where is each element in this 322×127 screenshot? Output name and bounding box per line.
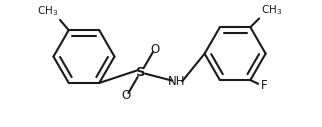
Text: O: O bbox=[121, 89, 131, 102]
Text: CH$_3$: CH$_3$ bbox=[37, 5, 59, 19]
Text: CH$_3$: CH$_3$ bbox=[260, 3, 282, 17]
Text: NH: NH bbox=[168, 75, 186, 88]
Text: S: S bbox=[136, 66, 146, 79]
Text: F: F bbox=[260, 79, 267, 92]
Text: O: O bbox=[151, 43, 160, 56]
